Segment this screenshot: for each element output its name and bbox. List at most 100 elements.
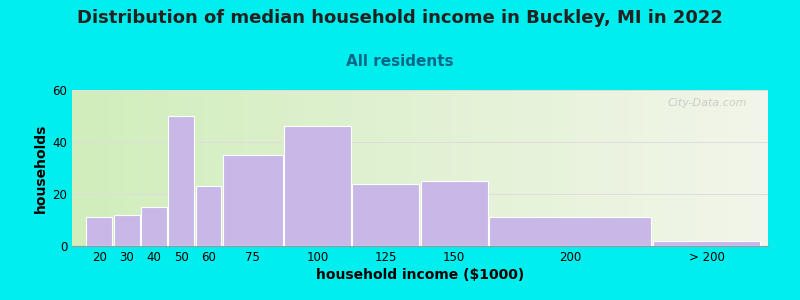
Bar [471, 90, 474, 246]
Bar [200, 90, 202, 246]
Bar [717, 90, 719, 246]
Bar [206, 90, 209, 246]
Bar [102, 90, 105, 246]
Bar [499, 90, 501, 246]
Bar [569, 90, 570, 246]
Bar [450, 90, 453, 246]
Bar [740, 90, 742, 246]
Bar [302, 90, 304, 246]
Bar [587, 90, 590, 246]
Bar [757, 90, 758, 246]
Text: Distribution of median household income in Buckley, MI in 2022: Distribution of median household income … [77, 9, 723, 27]
Bar [315, 90, 318, 246]
Bar [234, 90, 237, 246]
Bar [438, 90, 441, 246]
Bar [93, 90, 95, 246]
Bar [708, 90, 710, 246]
Bar [729, 90, 731, 246]
Bar [176, 90, 178, 246]
Bar [211, 90, 214, 246]
Bar [167, 90, 170, 246]
Bar [244, 90, 246, 246]
Bar [72, 90, 74, 246]
Bar [508, 90, 510, 246]
Bar [421, 181, 487, 246]
Bar [657, 90, 659, 246]
Bar [170, 90, 172, 246]
Bar [606, 90, 608, 246]
Bar [408, 90, 410, 246]
Bar [738, 90, 740, 246]
Bar [432, 90, 434, 246]
Bar [142, 90, 144, 246]
Bar [501, 90, 503, 246]
Bar [735, 90, 738, 246]
Bar [645, 90, 647, 246]
Bar [332, 90, 334, 246]
Bar [652, 90, 654, 246]
Bar [274, 90, 276, 246]
Bar [183, 90, 186, 246]
Bar [557, 90, 559, 246]
Bar [582, 90, 585, 246]
Bar [464, 90, 466, 246]
Bar [165, 90, 167, 246]
Bar [575, 90, 578, 246]
Bar [109, 90, 111, 246]
Bar [353, 184, 419, 246]
Bar [204, 90, 206, 246]
Bar [594, 90, 596, 246]
Bar [670, 90, 673, 246]
Bar [154, 90, 155, 246]
Bar [492, 90, 494, 246]
Bar [457, 90, 459, 246]
Bar [118, 90, 121, 246]
Bar [253, 90, 255, 246]
Bar [155, 90, 158, 246]
Bar [596, 90, 598, 246]
Bar [214, 90, 216, 246]
Bar [149, 90, 151, 246]
Bar [629, 90, 631, 246]
Bar [476, 90, 478, 246]
Bar [322, 90, 325, 246]
Bar [364, 90, 366, 246]
Bar [453, 90, 454, 246]
Bar [687, 90, 689, 246]
Bar [230, 90, 232, 246]
Bar [415, 90, 418, 246]
Bar [664, 90, 666, 246]
Bar [237, 90, 239, 246]
Bar [318, 90, 320, 246]
Bar [622, 90, 624, 246]
Bar [659, 90, 662, 246]
Bar [526, 90, 529, 246]
Bar [265, 90, 267, 246]
Bar [543, 90, 546, 246]
Bar [761, 90, 763, 246]
Bar [691, 90, 694, 246]
Bar [334, 90, 337, 246]
Bar [678, 90, 680, 246]
Bar [515, 90, 518, 246]
Bar [754, 90, 757, 246]
Bar [216, 90, 218, 246]
Bar [330, 90, 332, 246]
Bar [694, 90, 696, 246]
Bar [510, 90, 513, 246]
Bar [518, 90, 520, 246]
Bar [174, 90, 176, 246]
Bar [580, 90, 582, 246]
Bar [353, 90, 355, 246]
Bar [696, 90, 698, 246]
Bar [239, 90, 242, 246]
Bar [397, 90, 399, 246]
Bar [114, 90, 116, 246]
Bar [348, 90, 350, 246]
Bar [186, 90, 188, 246]
Bar [144, 90, 146, 246]
Bar [571, 90, 573, 246]
Bar [126, 90, 128, 246]
Bar [427, 90, 430, 246]
Bar [374, 90, 376, 246]
